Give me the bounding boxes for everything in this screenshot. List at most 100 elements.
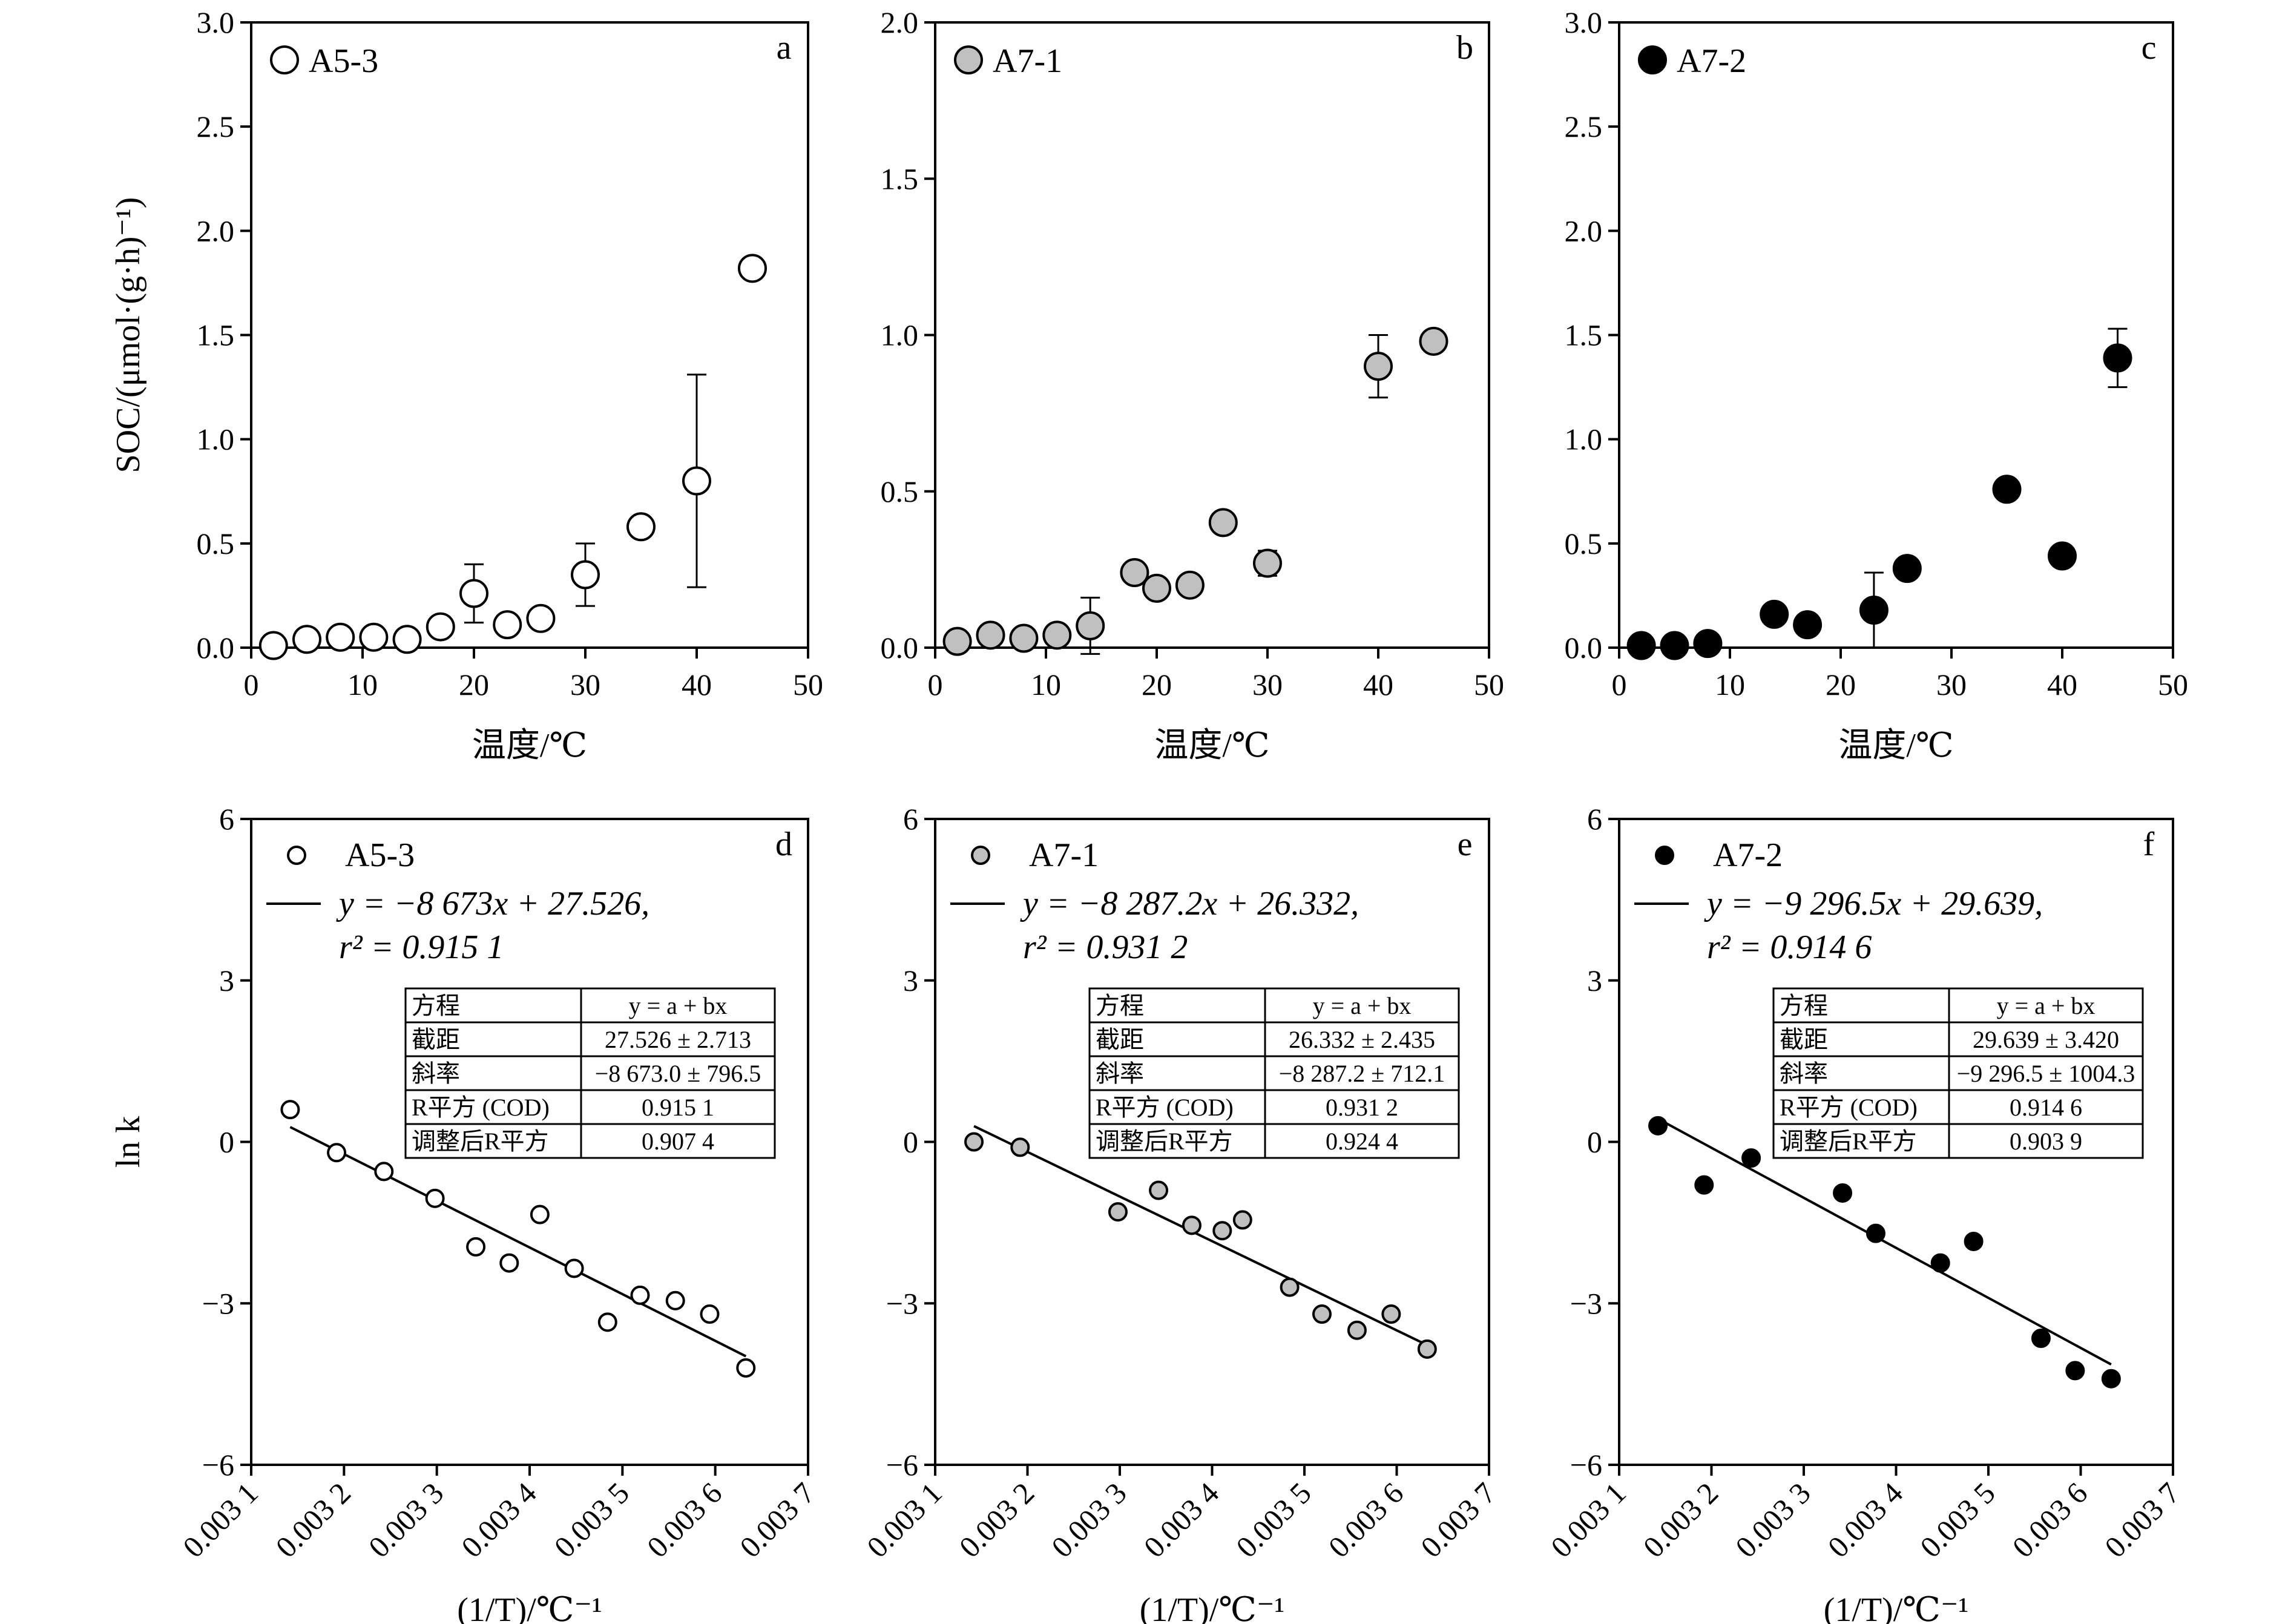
data-point	[374, 1162, 394, 1182]
x-tick-label: 0	[244, 668, 259, 702]
table-cell	[1088, 1089, 1266, 1125]
data-point	[326, 622, 355, 652]
table-value: y = a + bx	[1997, 992, 2096, 1019]
data-point	[1930, 1253, 1950, 1273]
x-tick-label: 50	[2158, 668, 2188, 702]
panel-letter: c	[2142, 29, 2157, 67]
data-point	[280, 1100, 300, 1120]
panel-f: 0.003 1 0.003 2 0.003 3 0.003 4 0.003 5 0.003…	[1544, 802, 2186, 1624]
y-tick-label: 0.5	[197, 527, 235, 561]
legend-marker	[1638, 45, 1667, 74]
x-tick-label: 0.003 1	[176, 1476, 265, 1564]
table-value: 0.915 1	[642, 1094, 714, 1121]
fit-r-squared: r² = 0.931 2	[1023, 929, 1188, 966]
data-point	[459, 579, 488, 608]
x-tick-label: 0.003 4	[455, 1476, 543, 1564]
y-tick-label: 6	[1587, 802, 1602, 836]
fit-line	[973, 1125, 1428, 1346]
x-tick-label: 10	[1031, 668, 1061, 702]
data-point	[425, 1188, 445, 1208]
table-value: 27.526 ± 2.713	[605, 1026, 751, 1053]
x-axis-label: (1/T)/℃⁻¹	[457, 1591, 602, 1624]
data-point	[1253, 548, 1282, 578]
data-point	[1964, 1231, 1984, 1251]
data-point	[2031, 1329, 2051, 1349]
data-point	[597, 1312, 617, 1332]
table-label: 调整后R平方	[1780, 1128, 1917, 1155]
y-tick-label: 0.0	[1565, 631, 1603, 665]
data-point	[2065, 1361, 2085, 1381]
legend-label: A7-2	[1713, 837, 1783, 874]
x-tick-label: 0.003 6	[640, 1476, 729, 1564]
data-point	[736, 1358, 756, 1378]
x-tick-label: 30	[1252, 668, 1283, 702]
data-point	[1693, 629, 1723, 659]
x-tick-label: 0	[1612, 668, 1627, 702]
data-point	[626, 512, 656, 542]
x-tick-label: 0.003 3	[362, 1476, 450, 1564]
table-label: 调整后R平方	[412, 1128, 549, 1155]
x-tick-label: 30	[1936, 668, 1967, 702]
fit-line	[289, 1126, 747, 1358]
fit-r-squared: r² = 0.914 6	[1707, 929, 1872, 966]
data-point	[1149, 1180, 1169, 1200]
data-point	[630, 1285, 650, 1305]
table-label: 调整后R平方	[1096, 1128, 1233, 1155]
table-cell	[1772, 1123, 1950, 1159]
x-tick-label: 0.003 7	[1414, 1476, 1502, 1564]
y-tick-label: 0.5	[1565, 527, 1603, 561]
y-tick-label: 1.5	[197, 318, 235, 352]
x-tick-label: 0.003 7	[733, 1476, 821, 1564]
y-tick-label: −6	[202, 1448, 234, 1482]
data-point	[466, 1237, 486, 1257]
data-point	[1364, 352, 1393, 381]
table-value: −9 296.5 ± 1004.3	[1957, 1060, 2135, 1087]
y-tick-label: 2.0	[197, 214, 235, 248]
data-point	[359, 622, 389, 652]
table-cell	[580, 987, 776, 1024]
x-tick-label: 40	[682, 668, 712, 702]
data-point	[700, 1304, 720, 1324]
data-point	[2101, 1369, 2121, 1389]
table-label: 斜率	[1780, 1060, 1828, 1087]
data-point	[1208, 508, 1238, 537]
table-cell	[580, 1089, 776, 1125]
data-point	[392, 625, 422, 654]
table-label: 截距	[1780, 1026, 1828, 1053]
data-point	[426, 612, 455, 642]
y-tick-label: 3.0	[197, 5, 235, 39]
data-point	[493, 610, 522, 640]
table-value: −8 287.2 ± 712.1	[1279, 1060, 1445, 1087]
x-tick-label: 20	[459, 668, 489, 702]
table-label: 方程	[1780, 992, 1828, 1019]
data-point	[2103, 343, 2132, 373]
table-cell	[404, 987, 582, 1024]
table-label: 方程	[412, 992, 460, 1019]
table-label: 方程	[1096, 992, 1144, 1019]
x-axis-label: (1/T)/℃⁻¹	[1140, 1591, 1285, 1624]
data-point	[258, 631, 288, 660]
x-tick-label: 10	[347, 668, 378, 702]
panel-letter: e	[1458, 826, 1473, 863]
table-value: 0.931 2	[1326, 1094, 1398, 1121]
x-tick-label: 0.003 5	[547, 1476, 636, 1564]
x-tick-label: 0.003 5	[1913, 1476, 2002, 1564]
x-tick-label: 0.003 2	[953, 1476, 1041, 1564]
data-point	[1347, 1320, 1367, 1340]
x-axis-label: 温度/℃	[472, 727, 587, 764]
data-point	[1381, 1304, 1401, 1324]
data-point	[1648, 1116, 1668, 1136]
plot-frame	[934, 21, 1490, 649]
y-tick-label: 2.0	[881, 5, 919, 39]
data-point	[964, 1132, 984, 1152]
x-tick-label: 0.003 6	[2006, 1476, 2094, 1564]
legend-label: A7-1	[993, 42, 1062, 80]
table-cell	[1088, 1021, 1266, 1057]
data-point	[1182, 1215, 1202, 1235]
data-point	[564, 1258, 584, 1278]
table-value: 0.914 6	[2010, 1094, 2082, 1121]
x-tick-label: 0.003 3	[1045, 1476, 1133, 1564]
table-cell	[1948, 1123, 2144, 1159]
panel-c: 0 10 20 30 40 50 0.0 0.5 1.0 1.5 2.0 2.5 3.0 温度/℃ c A7-…	[1565, 5, 2189, 764]
